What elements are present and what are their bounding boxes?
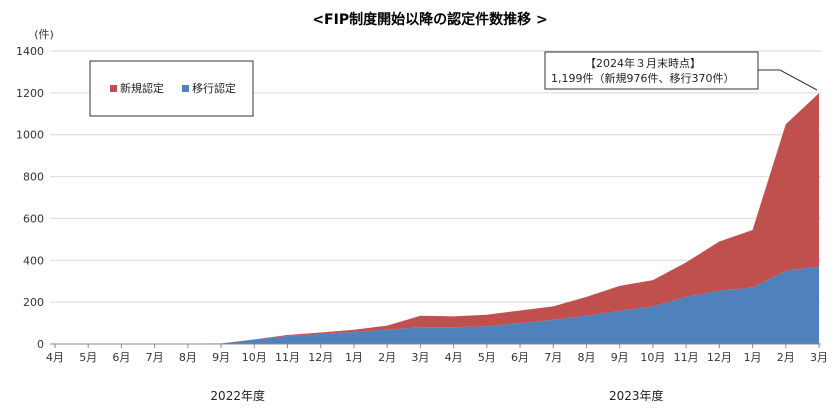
y-tick-label: 800 xyxy=(23,171,44,184)
x-tick-label: 7月 xyxy=(544,351,562,364)
x-tick-label: 6月 xyxy=(112,351,130,364)
x-tick-label: 11月 xyxy=(674,351,699,364)
y-tick-label: 1400 xyxy=(16,45,44,58)
x-tick-label: 12月 xyxy=(308,351,333,364)
x-tick-label: 8月 xyxy=(179,351,197,364)
x-tick-label: 9月 xyxy=(611,351,629,364)
fiscal-year-label: 2022年度 xyxy=(210,388,265,403)
x-tick-label: 5月 xyxy=(478,351,496,364)
series-area xyxy=(55,266,819,344)
x-tick-label: 5月 xyxy=(79,351,97,364)
x-tick-label: 3月 xyxy=(411,351,429,364)
x-tick-label: 4月 xyxy=(46,351,64,364)
x-tick-label: 9月 xyxy=(212,351,230,364)
annotation: 【2024年３月末時点】 1,199件（新規976件、移行370件） xyxy=(544,51,818,91)
x-tick-label: 4月 xyxy=(445,351,463,364)
legend-label-new: 新規認定 xyxy=(120,81,164,95)
legend-label-transition: 移行認定 xyxy=(192,81,236,95)
x-tick-label: 7月 xyxy=(146,351,164,364)
legend-swatch-transition xyxy=(182,85,189,92)
y-tick-label: 1200 xyxy=(16,87,44,100)
x-tick-label: 8月 xyxy=(577,351,595,364)
annotation-leader-line xyxy=(758,69,818,91)
x-axis-ticks: 4月 5月 6月 7月 8月 9月 10月 11月 12月 1月 2月 3月 4月 5月 6月 7月 8月 9月 1… xyxy=(46,344,828,364)
legend-swatch-new xyxy=(110,85,117,92)
x-tick-label: 12月 xyxy=(707,351,732,364)
fiscal-year-labels: 2022年度 2023年度 xyxy=(210,388,663,403)
y-axis-unit: (件) xyxy=(34,28,54,41)
chart-title: <FIP制度開始以降の認定件数推移 > xyxy=(312,11,547,28)
y-tick-label: 200 xyxy=(23,296,44,309)
y-axis-ticks: 0 200 400 600 800 1000 1200 1400 xyxy=(16,45,44,351)
x-tick-label: 2月 xyxy=(777,351,795,364)
annotation-line1: 【2024年３月末時点】 xyxy=(585,56,701,70)
x-tick-label: 1月 xyxy=(345,351,363,364)
y-tick-label: 600 xyxy=(23,212,44,225)
annotation-line2: 1,199件（新規976件、移行370件） xyxy=(551,71,734,85)
x-tick-label: 3月 xyxy=(810,351,828,364)
series-areas xyxy=(55,93,819,344)
x-tick-label: 10月 xyxy=(640,351,665,364)
y-tick-label: 0 xyxy=(37,338,44,351)
y-tick-label: 400 xyxy=(23,254,44,267)
y-tick-label: 1000 xyxy=(16,129,44,142)
x-tick-label: 6月 xyxy=(511,351,529,364)
legend: 新規認定 移行認定 xyxy=(89,60,254,117)
x-tick-label: 11月 xyxy=(275,351,300,364)
x-tick-label: 10月 xyxy=(242,351,267,364)
fiscal-year-label: 2023年度 xyxy=(609,388,664,403)
legend-box xyxy=(89,60,254,117)
x-tick-label: 2月 xyxy=(378,351,396,364)
x-tick-label: 1月 xyxy=(744,351,762,364)
annotation-box xyxy=(544,51,759,90)
